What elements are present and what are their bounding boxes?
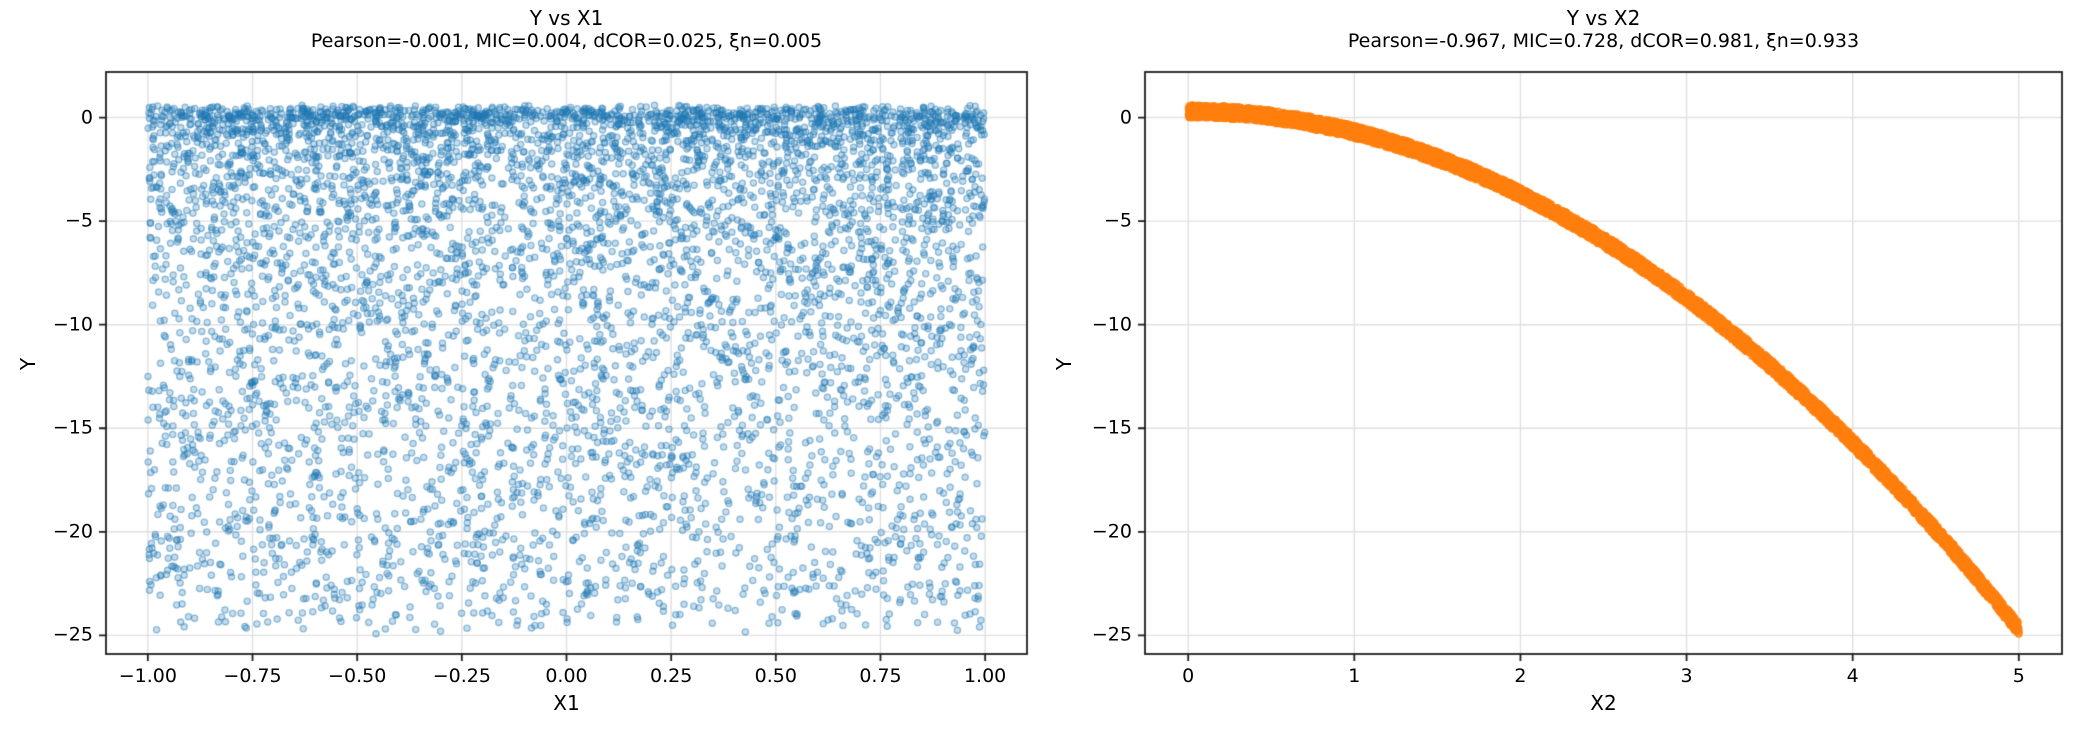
x-tick-label: 0.25	[650, 665, 693, 687]
y-axis-label-left: Y	[16, 357, 41, 371]
x-tick-label: 5	[2012, 665, 2025, 687]
x-tick-label: −0.50	[328, 665, 387, 687]
y-tick-label: 0	[1119, 106, 1132, 129]
chart-title-y-vs-x1: Y vs X1	[529, 6, 604, 30]
y-tick-label: −5	[64, 209, 93, 232]
x-tick-label: 0.50	[754, 665, 797, 687]
y-tick-label: −20	[1091, 520, 1132, 543]
chart-subtitle-y-vs-x2: Pearson=-0.967, MIC=0.728, dCOR=0.981, ξ…	[1347, 30, 1860, 52]
x-axis-label-x1: X1	[553, 691, 580, 715]
y-tick-label: −5	[1103, 209, 1132, 232]
y-tick-label: −15	[1091, 416, 1132, 439]
y-tick-label: −25	[52, 623, 93, 646]
x-tick-label: 0.75	[859, 665, 902, 687]
x-tick-label: 0.00	[545, 665, 588, 687]
x-tick-label: −1.00	[118, 665, 177, 687]
scatter-plot-y-vs-x2	[1131, 58, 2076, 668]
x-tick-label: −0.25	[432, 665, 491, 687]
x-tick-label: −0.75	[223, 665, 282, 687]
chart-title-y-vs-x2: Y vs X2	[1566, 6, 1641, 30]
y-tick-label: −25	[1091, 623, 1132, 646]
x-tick-label: 4	[1846, 665, 1859, 687]
x-axis-label-x2: X2	[1590, 691, 1617, 715]
chart-subtitle-y-vs-x1: Pearson=-0.001, MIC=0.004, dCOR=0.025, ξ…	[310, 30, 823, 52]
y-tick-label: −10	[1091, 313, 1132, 336]
y-tick-label: −15	[52, 416, 93, 439]
y-axis-label-right: Y	[1052, 357, 1077, 371]
x-tick-label: 0	[1182, 665, 1195, 687]
x-tick-label: 3	[1680, 665, 1693, 687]
y-tick-label: −20	[52, 520, 93, 543]
x-tick-label: 2	[1514, 665, 1527, 687]
scatter-plot-y-vs-x1	[92, 58, 1041, 668]
x-tick-label: 1.00	[963, 665, 1007, 687]
y-tick-label: −10	[52, 313, 93, 336]
x-tick-label: 1	[1348, 665, 1361, 687]
y-tick-label: 0	[80, 106, 93, 129]
